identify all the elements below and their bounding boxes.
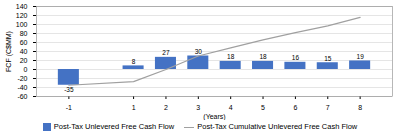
svg-text:-20: -20	[17, 75, 27, 82]
svg-text:-40: -40	[17, 84, 27, 91]
svg-text:140: 140	[16, 3, 28, 10]
svg-text:3: 3	[196, 104, 200, 111]
svg-text:4: 4	[229, 104, 233, 111]
svg-text:18: 18	[227, 53, 235, 60]
svg-text:2: 2	[164, 104, 168, 111]
svg-text:27: 27	[162, 49, 170, 56]
html-text:Post-Tax Cumulative Unlevered: Post-Tax Cumulative Unlevered Free Cash …	[197, 122, 358, 131]
svg-text:19: 19	[357, 53, 365, 60]
svg-text:30: 30	[195, 48, 203, 55]
svg-text:120: 120	[16, 12, 28, 19]
svg-text:80: 80	[20, 30, 28, 37]
html-text:Post-Tax Unlevered Free Cash F: Post-Tax Unlevered Free Cash Flow	[53, 122, 175, 131]
svg-text:8: 8	[358, 104, 362, 111]
svg-text:(Years): (Years)	[203, 113, 225, 121]
svg-text:20: 20	[20, 57, 28, 64]
svg-text:8: 8	[132, 58, 136, 65]
svg-text:100: 100	[16, 21, 28, 28]
svg-text:0: 0	[24, 66, 28, 73]
svg-text:-60: -60	[17, 93, 27, 100]
svg-text:1: 1	[132, 104, 136, 111]
svg-text:60: 60	[20, 39, 28, 46]
svg-text:-1: -1	[66, 104, 72, 111]
svg-text:16: 16	[292, 54, 300, 61]
svg-text:6: 6	[293, 104, 297, 111]
svg-text:7: 7	[326, 104, 330, 111]
svg-text:40: 40	[20, 48, 28, 55]
svg-text:5: 5	[261, 104, 265, 111]
svg-text:15: 15	[324, 55, 332, 62]
svg-text:-35: -35	[64, 86, 74, 93]
svg-text:18: 18	[259, 53, 267, 60]
svg-text:FCF (C$MM): FCF (C$MM)	[5, 31, 13, 72]
